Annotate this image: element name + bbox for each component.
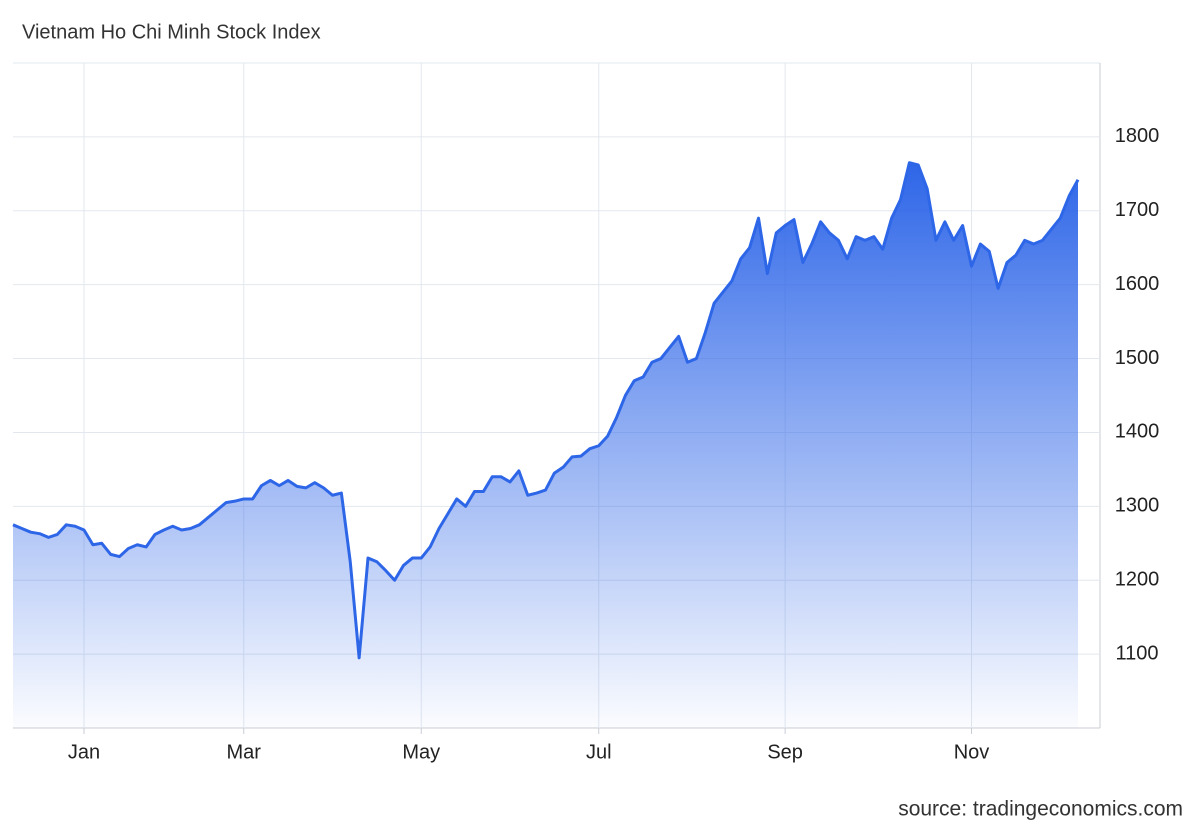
- y-tick-label: 1800: [1115, 125, 1160, 147]
- y-tick-label: 1300: [1115, 495, 1160, 517]
- x-tick-label: Sep: [767, 741, 803, 763]
- y-tick-label: 1700: [1115, 199, 1160, 221]
- x-tick-label: Mar: [227, 741, 262, 763]
- x-tick-label: Jan: [68, 741, 100, 763]
- x-tick-label: Nov: [954, 741, 990, 763]
- line: [12, 161, 1080, 660]
- y-tick-label: 1100: [1115, 642, 1158, 664]
- source-note: source: tradingeconomics.com: [898, 798, 1183, 821]
- x-tick-label: Jul: [586, 741, 612, 763]
- y-tick-label: 1200: [1115, 569, 1160, 591]
- y-tick-label: 1600: [1115, 273, 1160, 295]
- chart-title: Vietnam Ho Chi Minh Stock Index: [22, 21, 321, 43]
- y-tick-label: 1400: [1115, 421, 1160, 443]
- area-fill: [13, 162, 1078, 728]
- y-tick-label: 1500: [1115, 347, 1160, 369]
- x-tick-label: May: [402, 741, 440, 763]
